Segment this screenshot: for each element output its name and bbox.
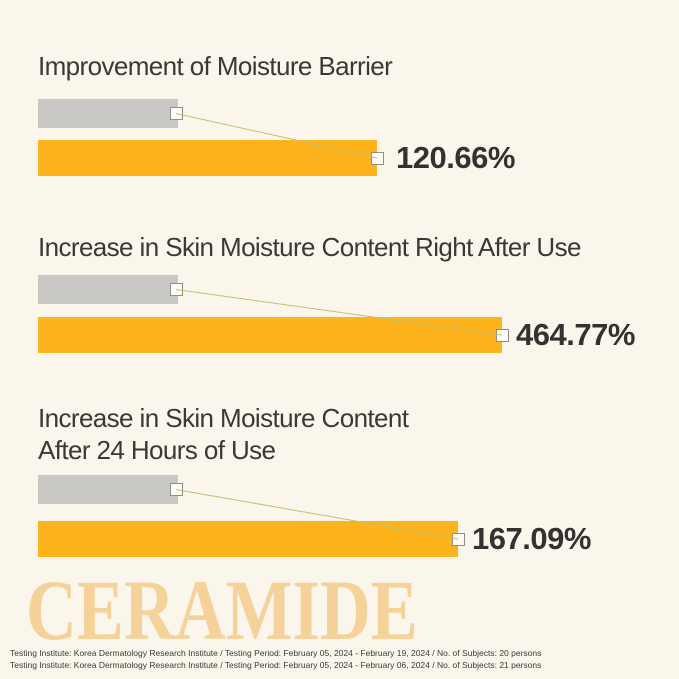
footnote-line-2: Testing Institute: Korea Dermatology Res… [10,660,542,670]
footnote-line-1: Testing Institute: Korea Dermatology Res… [10,648,542,658]
ceramide-watermark: CERAMIDE [26,562,418,658]
